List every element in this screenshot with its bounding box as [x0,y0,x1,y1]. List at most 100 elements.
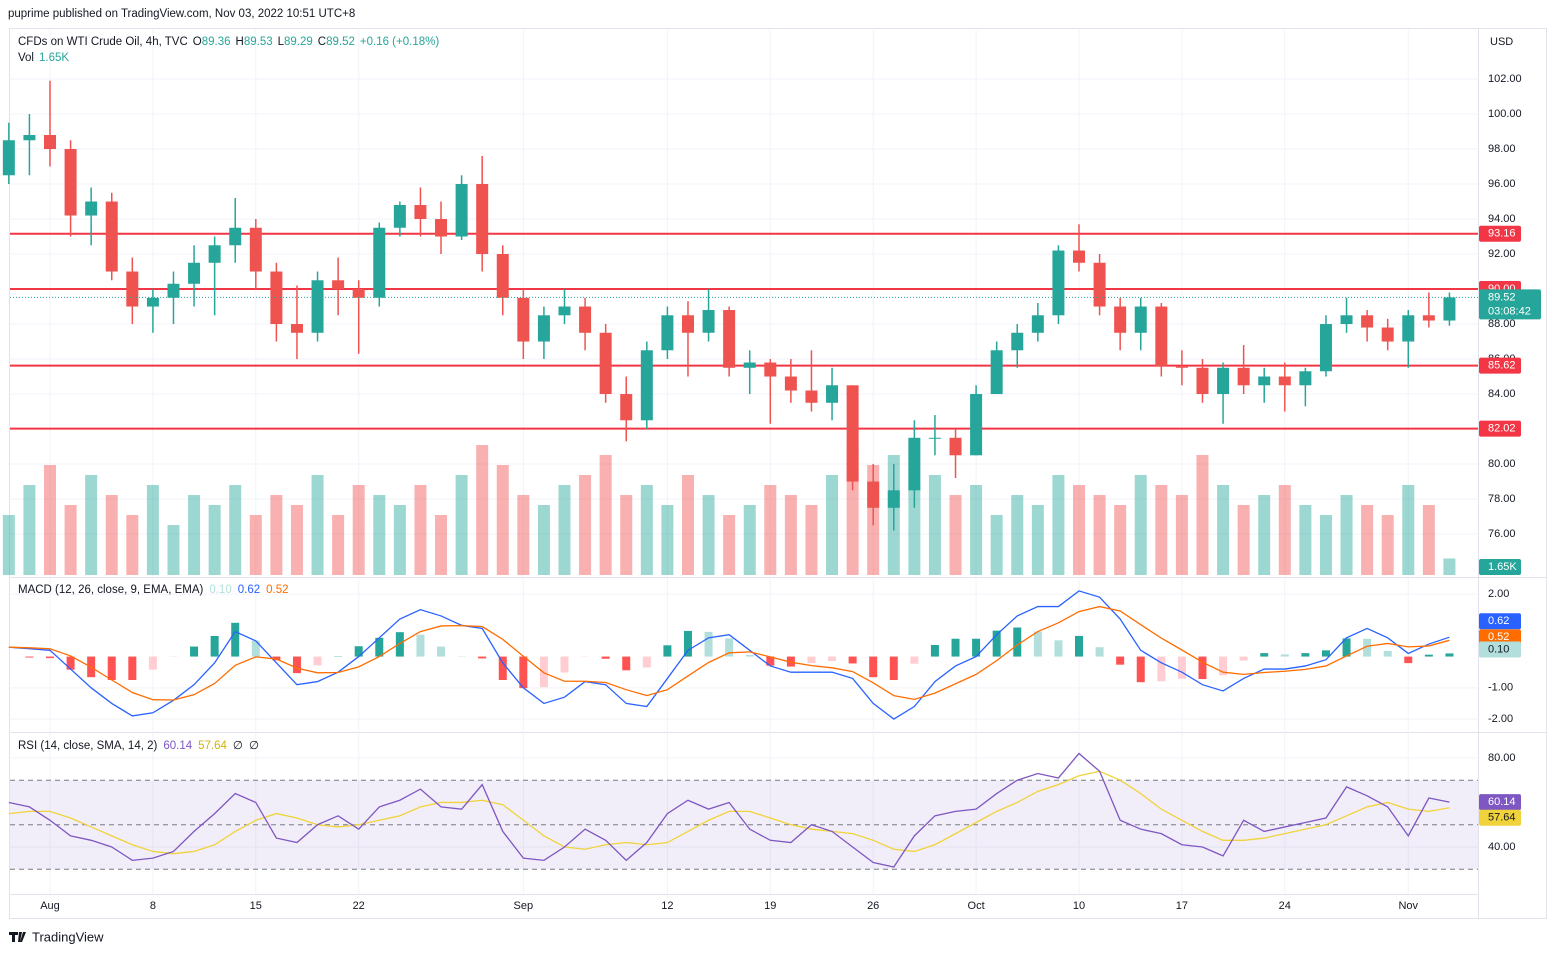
macd-histogram-bar [1280,654,1289,657]
countdown-label: 03:08:42 [1488,305,1531,317]
volume-legend: Vol 1.65K [18,52,69,64]
legend-item: 89.29 [284,36,313,48]
candle-body [990,350,1003,395]
histogram-tag-bg [1479,641,1521,658]
macd-histogram-bar [539,656,548,688]
macd-histogram-bar [1404,656,1413,664]
macd-histogram-bar [972,638,981,657]
y-tick-label: 80.00 [1488,458,1516,470]
legend-item: CFDs on WTI Crude Oil, 4h, TVC [18,36,188,48]
volume-bar [1093,495,1106,575]
candle-body [126,271,139,307]
macd-histogram-bar [601,656,610,659]
macd-histogram-bar [1095,647,1104,657]
legend-item: 0.52 [266,584,288,596]
candle-body [1031,315,1044,333]
candle-body [764,362,777,377]
candle-body [702,310,715,333]
macd-legend: MACD (12, 26, close, 9, EMA, EMA) 0.10 0.6… [18,584,289,596]
candle-body [537,315,550,342]
volume-bar [414,485,427,575]
volume-bar [496,465,509,575]
candle-body [661,315,674,351]
volume-bar [373,495,386,575]
volume-bar [723,515,736,575]
y-tick-label: 2.00 [1488,588,1509,600]
macd-histogram-bar [1383,650,1392,657]
y-tick-label: 94.00 [1488,213,1516,225]
candle-body [188,262,201,284]
legend-item: ∅ [249,740,259,752]
candle-body [1443,297,1456,321]
macd-histogram-bar [1219,656,1228,676]
level-label-bg [1479,225,1521,242]
volume-bar [208,505,221,575]
candle-body [249,227,262,272]
legend-item: 0.10 [209,584,231,596]
candle-body [1196,367,1209,395]
y-tick-label: 92.00 [1488,248,1516,260]
macd-histogram-bar [25,656,34,658]
volume-bar [928,475,941,575]
legend-item: C [318,36,326,48]
volume-bar [908,485,921,575]
volume-bar [167,525,180,575]
volume-bar [702,495,715,575]
candle-body [1340,315,1353,325]
rsi-sma-tag: 57.64 [1488,812,1516,824]
volume-bar [1114,505,1127,575]
macd-histogram-bar [1157,656,1166,682]
volume-bar [1031,505,1044,575]
macd-histogram-bar [66,656,75,670]
volume-bar [1340,495,1353,575]
level-label: 82.02 [1488,423,1516,435]
price-legend: CFDs on WTI Crude Oil, 4h, TVC O89.36 H89.… [18,36,439,48]
rsi-tag-bg [1479,794,1521,811]
volume-bar [85,475,98,575]
macd-histogram-bar [251,640,260,657]
macd-histogram-bar [313,656,322,666]
volume-bar [640,485,653,575]
volume-bar [1217,485,1230,575]
volume-bar [1258,495,1271,575]
y-tick-label: 102.00 [1488,73,1522,85]
volume-bar [1422,505,1435,575]
volume-bar [1052,475,1065,575]
macd-histogram-bar [1342,638,1351,657]
volume-bar [1237,505,1250,575]
candle-body [579,306,592,333]
rsi-legend: RSI (14, close, SMA, 14, 2) 60.14 57.64 ∅ ∅ [18,740,259,752]
macd-histogram-bar [1321,650,1330,657]
macd-histogram-bar [1075,635,1083,657]
level-label-bg [1479,357,1521,374]
y-tick-label: 78.00 [1488,493,1516,505]
candle-body [352,289,365,298]
volume-bar [579,475,592,575]
macd-histogram-bar [1116,656,1125,665]
macd-histogram-bar [210,635,219,657]
volume-bar [537,505,550,575]
x-tick-label: 8 [150,900,156,912]
macd-histogram-bar [354,646,363,657]
volume-bar [1381,515,1394,575]
y-tick-label: 88.00 [1488,318,1516,330]
y-tick-label: 96.00 [1488,178,1516,190]
volume-bar [743,505,756,575]
candle-body [1361,315,1374,328]
volume-bar [620,495,633,575]
volume-bar [188,495,201,575]
candle-body [311,280,324,333]
candle-body [743,362,756,368]
candle-body [208,245,221,263]
macd-histogram-bar [416,634,425,657]
candle-body [332,280,345,290]
volume-bar [784,495,797,575]
volume-bar [970,485,983,575]
legend-item: L [278,36,285,48]
volume-bar [558,485,571,575]
candle-body [867,481,880,508]
legend-item: 57.64 [198,740,227,752]
brand-logo [9,932,26,942]
volume-bar [352,485,365,575]
